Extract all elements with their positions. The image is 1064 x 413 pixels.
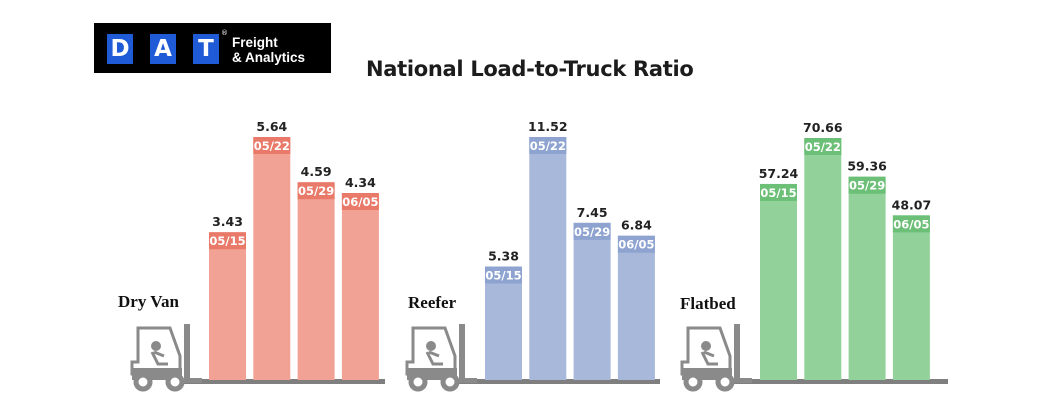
group-label-flatbed: Flatbed (680, 294, 736, 313)
value-label-reefer-06-05: 6.84 (621, 218, 652, 233)
bar-reefer-05-22 (529, 137, 567, 380)
value-label-flatbed-05-15: 57.24 (759, 166, 799, 181)
category-label-reefer-05-15: 05/15 (485, 269, 521, 283)
logo-letter-a: A (150, 34, 176, 64)
baseline-dry-van (170, 379, 385, 384)
forklift-icon (680, 324, 752, 392)
baseline-reefer (445, 379, 660, 384)
category-label-flatbed-06-05: 06/05 (893, 217, 929, 231)
value-label-flatbed-05-29: 59.36 (847, 159, 887, 174)
category-label-dry-van-05-15: 05/15 (209, 234, 245, 248)
category-label-flatbed-05-22: 05/22 (805, 140, 841, 154)
bar-band-reefer-06-05 (617, 235, 655, 253)
bar-dry-van-06-05 (341, 193, 379, 380)
bar-band-flatbed-06-05 (892, 215, 930, 233)
logo-letter-d: D (107, 34, 133, 64)
forklift-icon (130, 324, 202, 392)
logo-subtitle: Freight & Analytics (232, 35, 328, 65)
category-label-dry-van-05-22: 05/22 (254, 139, 290, 153)
logo-subtitle-line1: Freight (232, 35, 278, 50)
bar-band-reefer-05-15 (485, 266, 522, 284)
forklift-icon (405, 324, 477, 392)
dat-logo: D A T ® Freight & Analytics (94, 23, 331, 73)
category-label-flatbed-05-29: 05/29 (849, 179, 885, 193)
chart-title: National Load-to-Truck Ratio (366, 57, 694, 81)
bar-flatbed-06-05 (892, 215, 930, 380)
category-label-reefer-05-29: 05/29 (574, 225, 610, 239)
value-label-flatbed-06-05: 48.07 (892, 197, 932, 212)
bar-band-flatbed-05-22 (804, 138, 842, 155)
bar-dry-van-05-22 (253, 137, 291, 380)
category-label-reefer-06-05: 06/05 (618, 238, 654, 252)
value-label-dry-van-05-29: 4.59 (301, 164, 332, 179)
bar-band-dry-van-05-15 (209, 232, 246, 250)
category-label-flatbed-05-15: 05/15 (760, 186, 796, 200)
value-label-dry-van-05-22: 5.64 (256, 119, 287, 134)
value-label-reefer-05-15: 5.38 (488, 249, 519, 264)
bar-reefer-06-05 (617, 235, 655, 380)
baseline-flatbed (720, 379, 948, 384)
bar-dry-van-05-29 (297, 182, 335, 380)
bar-band-flatbed-05-15 (760, 183, 797, 201)
bar-band-dry-van-06-05 (341, 193, 379, 211)
value-label-dry-van-06-05: 4.34 (345, 175, 376, 190)
group-label-dry-van: Dry Van (118, 292, 179, 311)
bar-reefer-05-15 (485, 266, 522, 380)
bar-band-dry-van-05-29 (297, 182, 335, 200)
bar-band-reefer-05-22 (529, 137, 567, 154)
value-label-reefer-05-22: 11.52 (528, 119, 568, 134)
bar-band-dry-van-05-22 (253, 137, 291, 154)
logo-subtitle-line2: & Analytics (232, 50, 306, 65)
bar-flatbed-05-22 (804, 138, 842, 380)
value-label-dry-van-05-15: 3.43 (212, 214, 243, 229)
category-label-reefer-05-22: 05/22 (530, 139, 566, 153)
value-label-reefer-05-29: 7.45 (577, 205, 608, 220)
category-label-dry-van-05-29: 05/29 (298, 184, 334, 198)
bar-reefer-05-29 (573, 222, 611, 380)
registered-mark: ® (221, 29, 228, 37)
logo-letter-t: T (193, 34, 219, 64)
group-label-reefer: Reefer (408, 293, 457, 312)
category-label-dry-van-06-05: 06/05 (342, 195, 378, 209)
bar-dry-van-05-15 (209, 232, 246, 380)
value-label-flatbed-05-22: 70.66 (803, 120, 843, 135)
bar-flatbed-05-15 (760, 183, 797, 380)
bar-band-flatbed-05-29 (848, 176, 886, 194)
bar-flatbed-05-29 (848, 176, 886, 380)
bar-band-reefer-05-29 (573, 222, 611, 240)
